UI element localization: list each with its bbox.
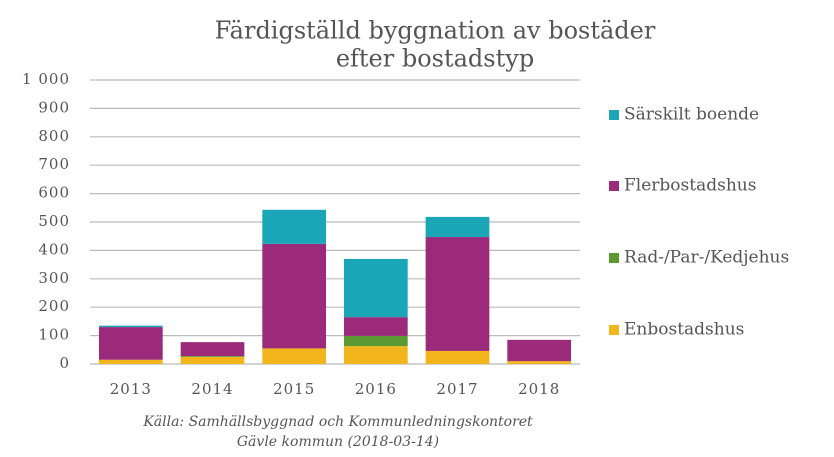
bar-segment: [98, 359, 163, 364]
bar-segment: [180, 356, 245, 364]
bar-segment: [507, 339, 572, 362]
bar-segment: [425, 237, 490, 351]
bar-segment: [262, 348, 327, 364]
bar-segment: [343, 346, 408, 364]
y-tick-label: 500: [38, 212, 70, 230]
y-tick-label: 900: [38, 98, 70, 116]
legend-swatch: [609, 181, 619, 191]
legend-label: Flerbostadshus: [624, 176, 756, 196]
y-tick-label: 1 000: [22, 70, 70, 88]
x-tick-label: 2017: [436, 380, 478, 398]
bar-segment: [343, 335, 408, 347]
legend-label: Särskilt boende: [624, 105, 759, 125]
bar-segment: [98, 327, 163, 360]
bar-segment: [180, 356, 245, 357]
bar-segment: [425, 216, 490, 238]
source: Gävle kommun (2018-03-14): [237, 434, 439, 450]
x-tick-label: 2018: [518, 380, 560, 398]
bar-segment: [425, 350, 490, 364]
source: Källa: Samhällsbyggnad och Kommunledning…: [142, 414, 533, 430]
y-tick-label: 600: [38, 184, 70, 202]
bar-segment: [98, 325, 163, 328]
y-tick-label: 200: [38, 297, 70, 315]
legend-label: Enbostadshus: [624, 320, 744, 340]
legend-label: Rad-/Par-/Kedjehus: [624, 248, 789, 268]
bar-segment: [262, 209, 327, 244]
y-tick-label: 700: [38, 155, 70, 173]
y-tick-label: 300: [38, 269, 70, 287]
x-tick-label: 2016: [355, 380, 397, 398]
x-tick-label: 2015: [273, 380, 315, 398]
chart-title: efter bostadstyp: [336, 45, 534, 73]
y-tick-label: 0: [59, 354, 70, 372]
legend-swatch: [609, 325, 619, 335]
bar-segment: [262, 243, 327, 349]
legend-swatch: [609, 110, 619, 120]
y-tick-label: 800: [38, 127, 70, 145]
bar-segment: [343, 317, 408, 336]
bar-segment: [180, 342, 245, 357]
x-tick-label: 2013: [110, 380, 152, 398]
bar-segment: [343, 258, 408, 318]
y-tick-label: 100: [38, 326, 70, 344]
x-tick-label: 2014: [191, 380, 233, 398]
legend-swatch: [609, 253, 619, 263]
y-tick-label: 400: [38, 240, 70, 258]
bar-segment: [507, 361, 572, 364]
chart-title: Färdigställd byggnation av bostäder: [215, 17, 656, 45]
